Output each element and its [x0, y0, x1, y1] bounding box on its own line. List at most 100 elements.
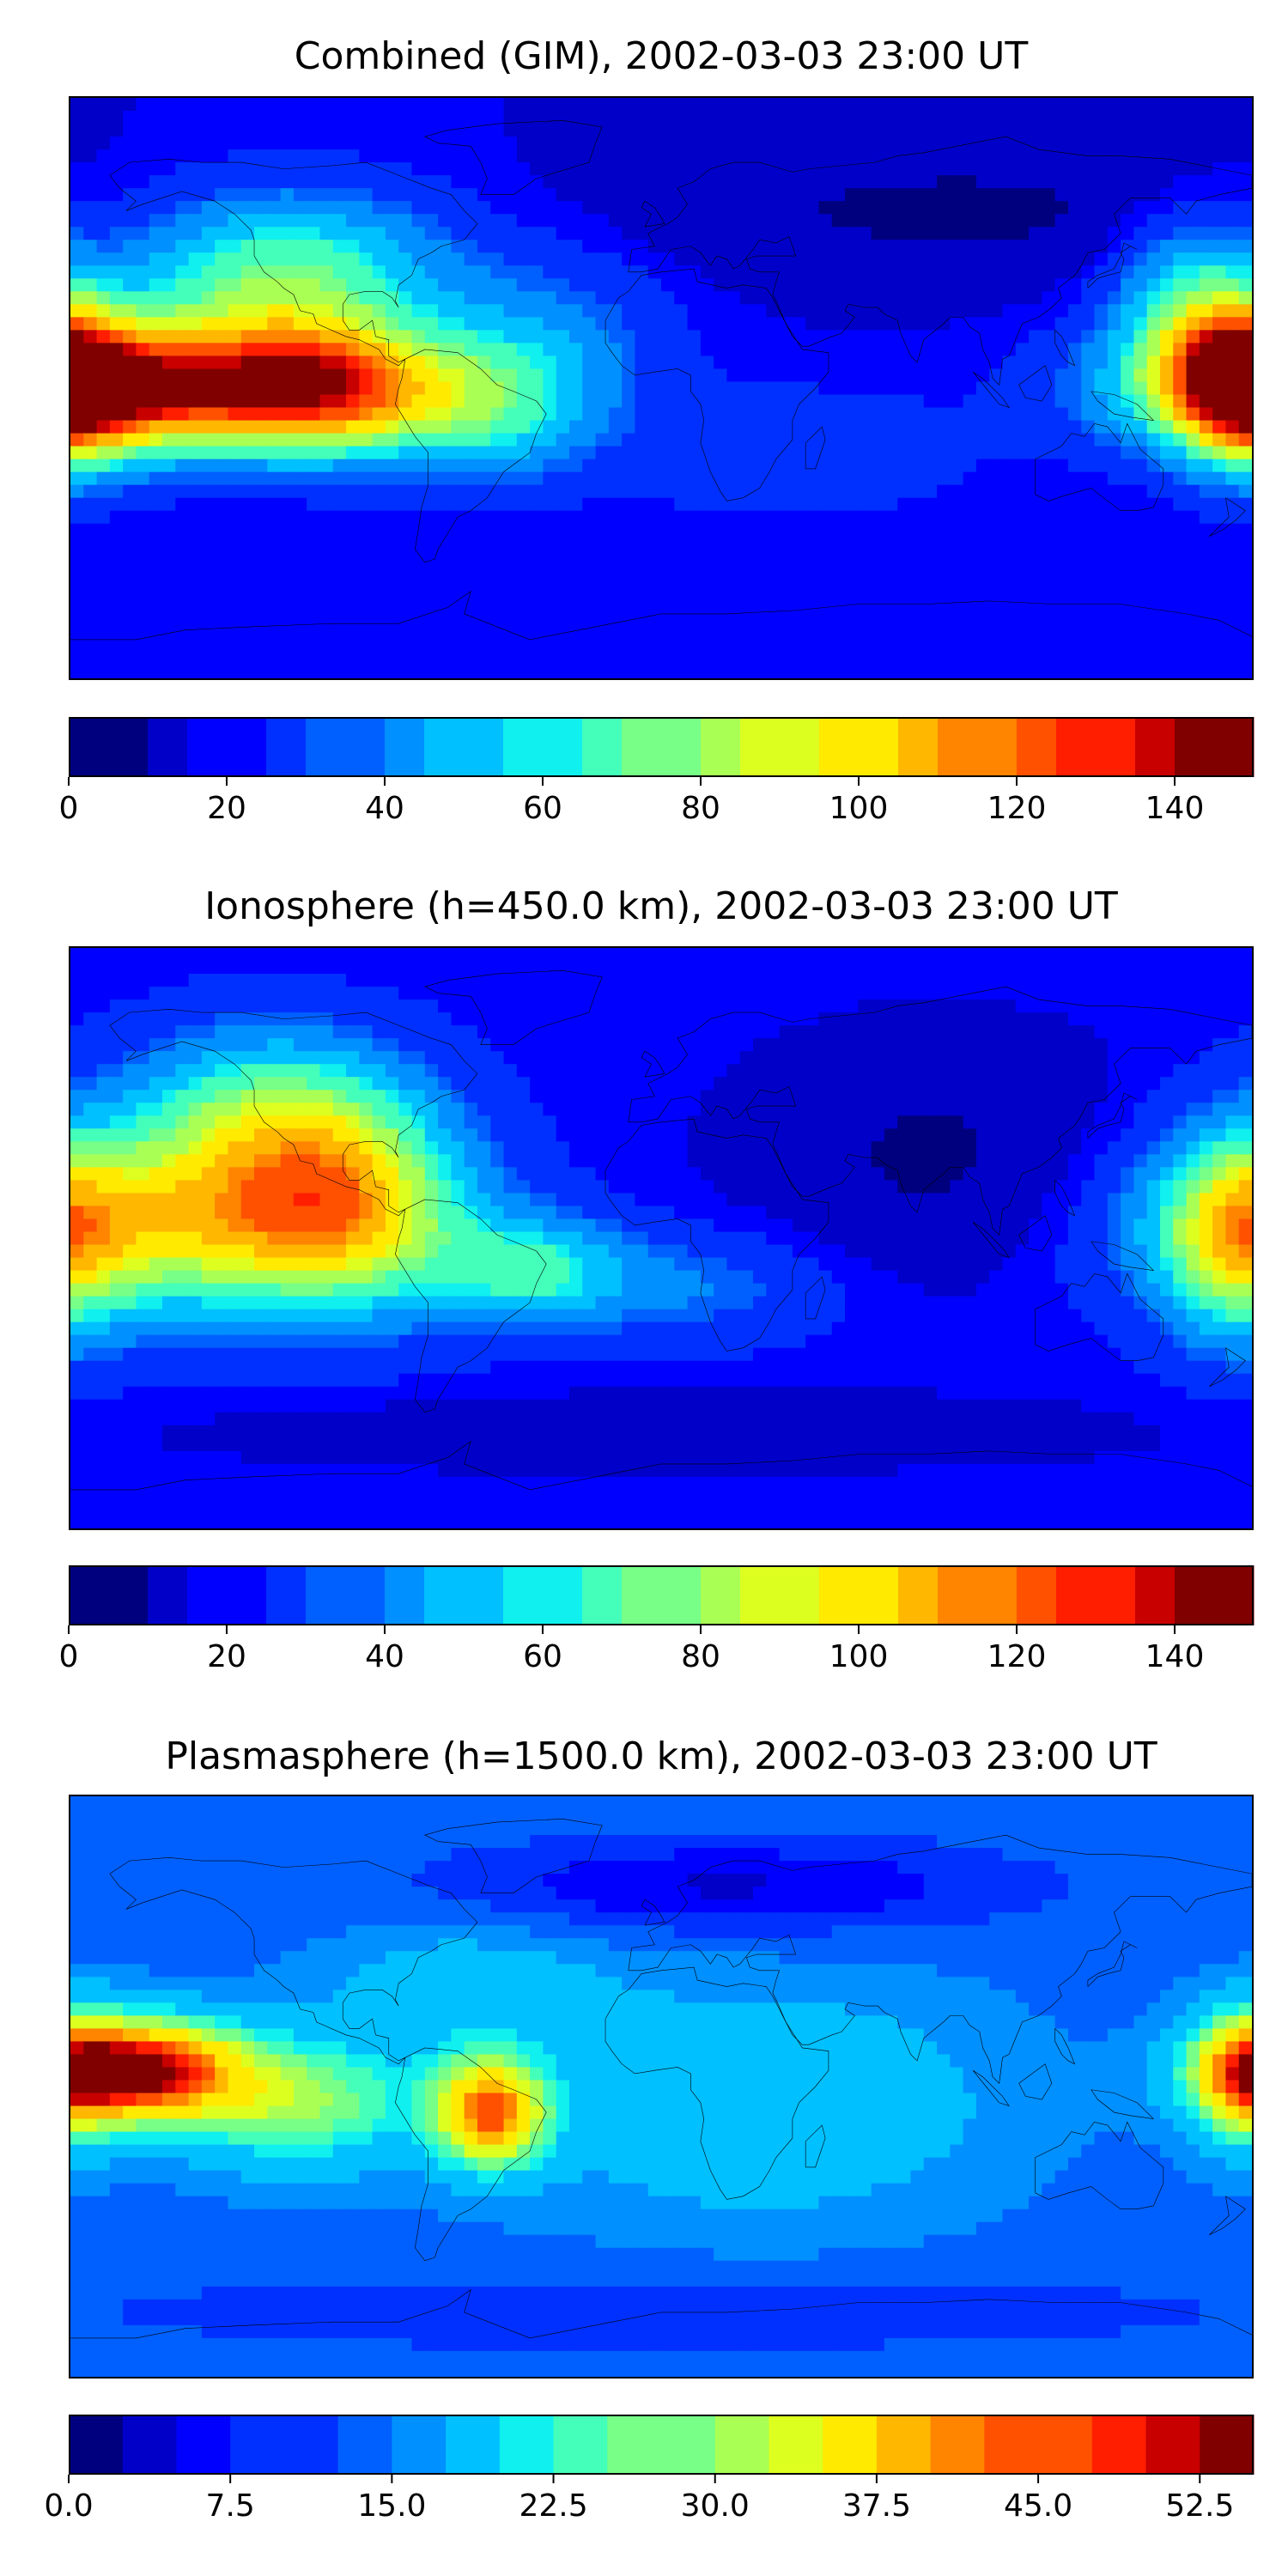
heatmap-cell [123, 536, 137, 550]
heatmap-cell [385, 639, 400, 654]
heatmap-cell [398, 549, 413, 563]
heatmap-cell [714, 124, 728, 138]
heatmap-cell [319, 484, 334, 499]
heatmap-cell [687, 111, 702, 125]
heatmap-cell [779, 330, 794, 344]
heatmap-cell [950, 111, 964, 125]
heatmap-cell [647, 471, 663, 486]
heatmap-cell [254, 394, 269, 409]
heatmap-cell [359, 188, 374, 203]
heatmap-cell [753, 536, 768, 550]
heatmap-cell [1042, 124, 1056, 138]
heatmap-cell [1054, 201, 1070, 216]
heatmap-cell [779, 613, 794, 629]
heatmap-cell [582, 613, 597, 629]
heatmap-cell [530, 613, 544, 629]
heatmap-cell [805, 948, 820, 963]
heatmap-cell [937, 240, 951, 254]
heatmap-cell [753, 961, 768, 975]
heatmap-cell [818, 394, 833, 409]
heatmap-cell [319, 252, 334, 267]
heatmap-cell [568, 536, 584, 550]
heatmap-cell [215, 265, 229, 280]
heatmap-cell [831, 304, 847, 319]
heatmap-cell [818, 201, 833, 216]
heatmap-cell [359, 974, 374, 988]
heatmap-cell [739, 291, 755, 306]
heatmap-cell [280, 381, 295, 396]
heatmap-cell [1107, 394, 1122, 409]
colorbar-segment [227, 717, 267, 777]
heatmap-cell [975, 407, 991, 422]
heatmap-cell [805, 201, 820, 216]
heatmap-cell [871, 98, 886, 112]
heatmap-cell [1042, 265, 1056, 280]
heatmap-cell [1094, 948, 1109, 963]
heatmap-cell [805, 111, 820, 125]
heatmap-cell [950, 394, 964, 409]
heatmap-cell [1002, 304, 1017, 319]
heatmap-cell [254, 536, 269, 550]
heatmap-cell [700, 613, 715, 629]
heatmap-cell [1133, 343, 1148, 357]
heatmap-cell [1067, 626, 1083, 641]
heatmap-cell [674, 433, 689, 447]
heatmap-cell [1054, 317, 1070, 331]
heatmap-cell [346, 471, 361, 486]
heatmap-cell [530, 98, 544, 112]
heatmap-cell [149, 665, 164, 678]
heatmap-cell [83, 665, 98, 678]
heatmap-cell [254, 201, 269, 216]
heatmap-cell [372, 149, 387, 164]
heatmap-cell [543, 600, 557, 616]
heatmap-cell [490, 961, 505, 975]
heatmap-cell [1225, 1038, 1240, 1053]
heatmap-cell [1042, 549, 1056, 563]
heatmap-cell [398, 137, 413, 151]
heatmap-cell [831, 214, 847, 228]
heatmap-cell [96, 626, 112, 641]
heatmap-cell [897, 613, 912, 629]
heatmap-cell [240, 665, 256, 678]
heatmap-cell [438, 523, 453, 538]
heatmap-cell [451, 201, 465, 216]
heatmap-cell [582, 381, 597, 396]
heatmap-cell [1159, 124, 1175, 138]
heatmap-cell [622, 214, 636, 228]
heatmap-cell [779, 278, 794, 293]
heatmap-cell [897, 162, 912, 177]
heatmap-cell [739, 574, 755, 589]
heatmap-cell [215, 291, 229, 306]
heatmap-cell [411, 626, 426, 641]
heatmap-cell [884, 626, 899, 641]
heatmap-cell [1042, 98, 1056, 112]
heatmap-cell [937, 446, 951, 460]
heatmap-cell [83, 201, 98, 216]
heatmap-cell [1002, 1012, 1017, 1027]
heatmap-cell [1225, 665, 1240, 678]
heatmap-cell [714, 137, 728, 151]
heatmap-cell [424, 562, 440, 576]
heatmap-cell [792, 974, 807, 988]
heatmap-cell [831, 343, 847, 357]
heatmap-cell [332, 201, 348, 216]
heatmap-cell [568, 188, 584, 203]
heatmap-cell [818, 407, 833, 422]
heatmap-cell [490, 1012, 505, 1027]
heatmap-cell [792, 407, 807, 422]
heatmap-cell [1199, 420, 1214, 434]
heatmap-cell [503, 665, 518, 678]
heatmap-cell [1067, 587, 1083, 602]
heatmap-cell [805, 175, 820, 190]
heatmap-cell [438, 665, 453, 678]
heatmap-cell [175, 1025, 190, 1040]
heatmap-cell [989, 1051, 1004, 1066]
heatmap-cell [700, 471, 715, 486]
heatmap-cell [805, 574, 820, 589]
heatmap-cell [647, 639, 663, 654]
heatmap-cell [411, 137, 426, 151]
heatmap-cell [635, 484, 649, 499]
heatmap-cell [1042, 433, 1056, 447]
heatmap-cell [989, 420, 1004, 434]
heatmap-cell [1133, 562, 1148, 576]
